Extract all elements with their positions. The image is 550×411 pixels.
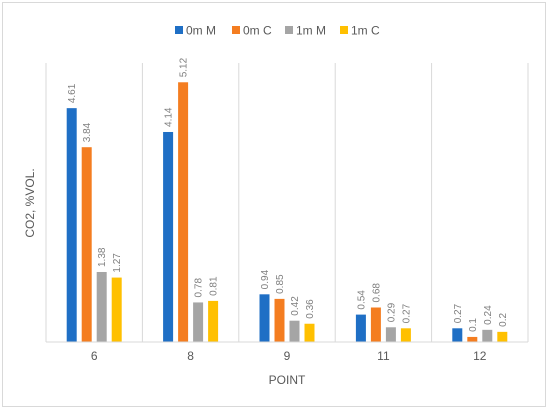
bar-0m-c-point-12 — [467, 336, 478, 342]
x-tick-label: 12 — [473, 349, 487, 363]
bar-1m-c-point-12 — [497, 331, 508, 342]
bar-0m-c-point-9 — [274, 298, 285, 342]
x-tick-label: 9 — [284, 349, 291, 363]
bar-1m-c-point-11 — [400, 328, 411, 342]
bar-0m-m-point-9 — [259, 294, 270, 342]
legend-entry: 1m C — [351, 24, 380, 38]
data-label: 4.61 — [67, 83, 78, 103]
data-label: 5.12 — [179, 57, 190, 77]
bar-0m-m-point-12 — [452, 328, 463, 342]
data-label: 4.14 — [164, 107, 175, 127]
bar-1m-c-point-6 — [111, 277, 122, 342]
data-label: 1.38 — [97, 247, 108, 267]
legend-swatch — [340, 26, 348, 34]
legend-swatch — [285, 26, 293, 34]
data-label: 3.84 — [82, 122, 93, 142]
data-label: 0.27 — [401, 303, 412, 323]
data-label: 0.27 — [453, 303, 464, 323]
data-label: 0.24 — [483, 305, 494, 325]
legend-entry: 1m M — [296, 24, 326, 38]
x-tick-label: 8 — [187, 349, 194, 363]
data-labels: 4.61 3.84 1.38 1.27 4.14 5.12 0.78 0.81 0.94 0.85… — [67, 57, 509, 332]
data-label: 0.94 — [260, 269, 271, 289]
x-tick-labels: 6 8 9 11 12 — [91, 349, 487, 363]
legend-entry: 0m M — [186, 24, 216, 38]
x-axis-title: POINT — [269, 373, 306, 387]
data-label: 0.78 — [194, 278, 205, 298]
data-label: 0.54 — [356, 290, 367, 310]
legend-swatch — [175, 26, 183, 34]
bar-1m-c-point-9 — [304, 323, 315, 342]
legend-swatch — [232, 26, 240, 34]
legend-entry: 0m C — [243, 24, 272, 38]
data-label: 0.1 — [468, 318, 479, 332]
category-gridlines — [45, 63, 529, 342]
data-label: 0.85 — [275, 274, 286, 294]
data-label: 0.29 — [386, 302, 397, 322]
bar-0m-m-point-6 — [66, 108, 77, 342]
bar-1m-m-point-12 — [482, 329, 493, 342]
bar-1m-m-point-9 — [289, 320, 300, 342]
data-label: 1.27 — [112, 253, 123, 273]
bar-1m-c-point-8 — [208, 300, 219, 342]
bar-0m-c-point-6 — [81, 147, 92, 342]
bar-0m-c-point-11 — [370, 307, 381, 342]
bar-1m-m-point-11 — [385, 327, 396, 342]
legend: 0m M 0m C 1m M 1m C — [175, 24, 380, 38]
data-label: 0.81 — [209, 276, 220, 296]
data-label: 0.68 — [371, 283, 382, 303]
x-tick-label: 11 — [377, 349, 390, 363]
bar-1m-m-point-6 — [96, 271, 107, 342]
bar-0m-c-point-8 — [178, 82, 189, 342]
y-axis-title: CO2, %VOL. — [23, 168, 37, 237]
bars — [66, 82, 508, 342]
data-label: 0.42 — [290, 296, 301, 316]
data-label: 0.2 — [498, 313, 509, 327]
bar-0m-m-point-8 — [163, 131, 174, 342]
bar-0m-m-point-11 — [355, 314, 366, 342]
data-label: 0.36 — [305, 299, 316, 319]
x-tick-label: 6 — [91, 349, 98, 363]
bar-1m-m-point-8 — [193, 302, 204, 342]
